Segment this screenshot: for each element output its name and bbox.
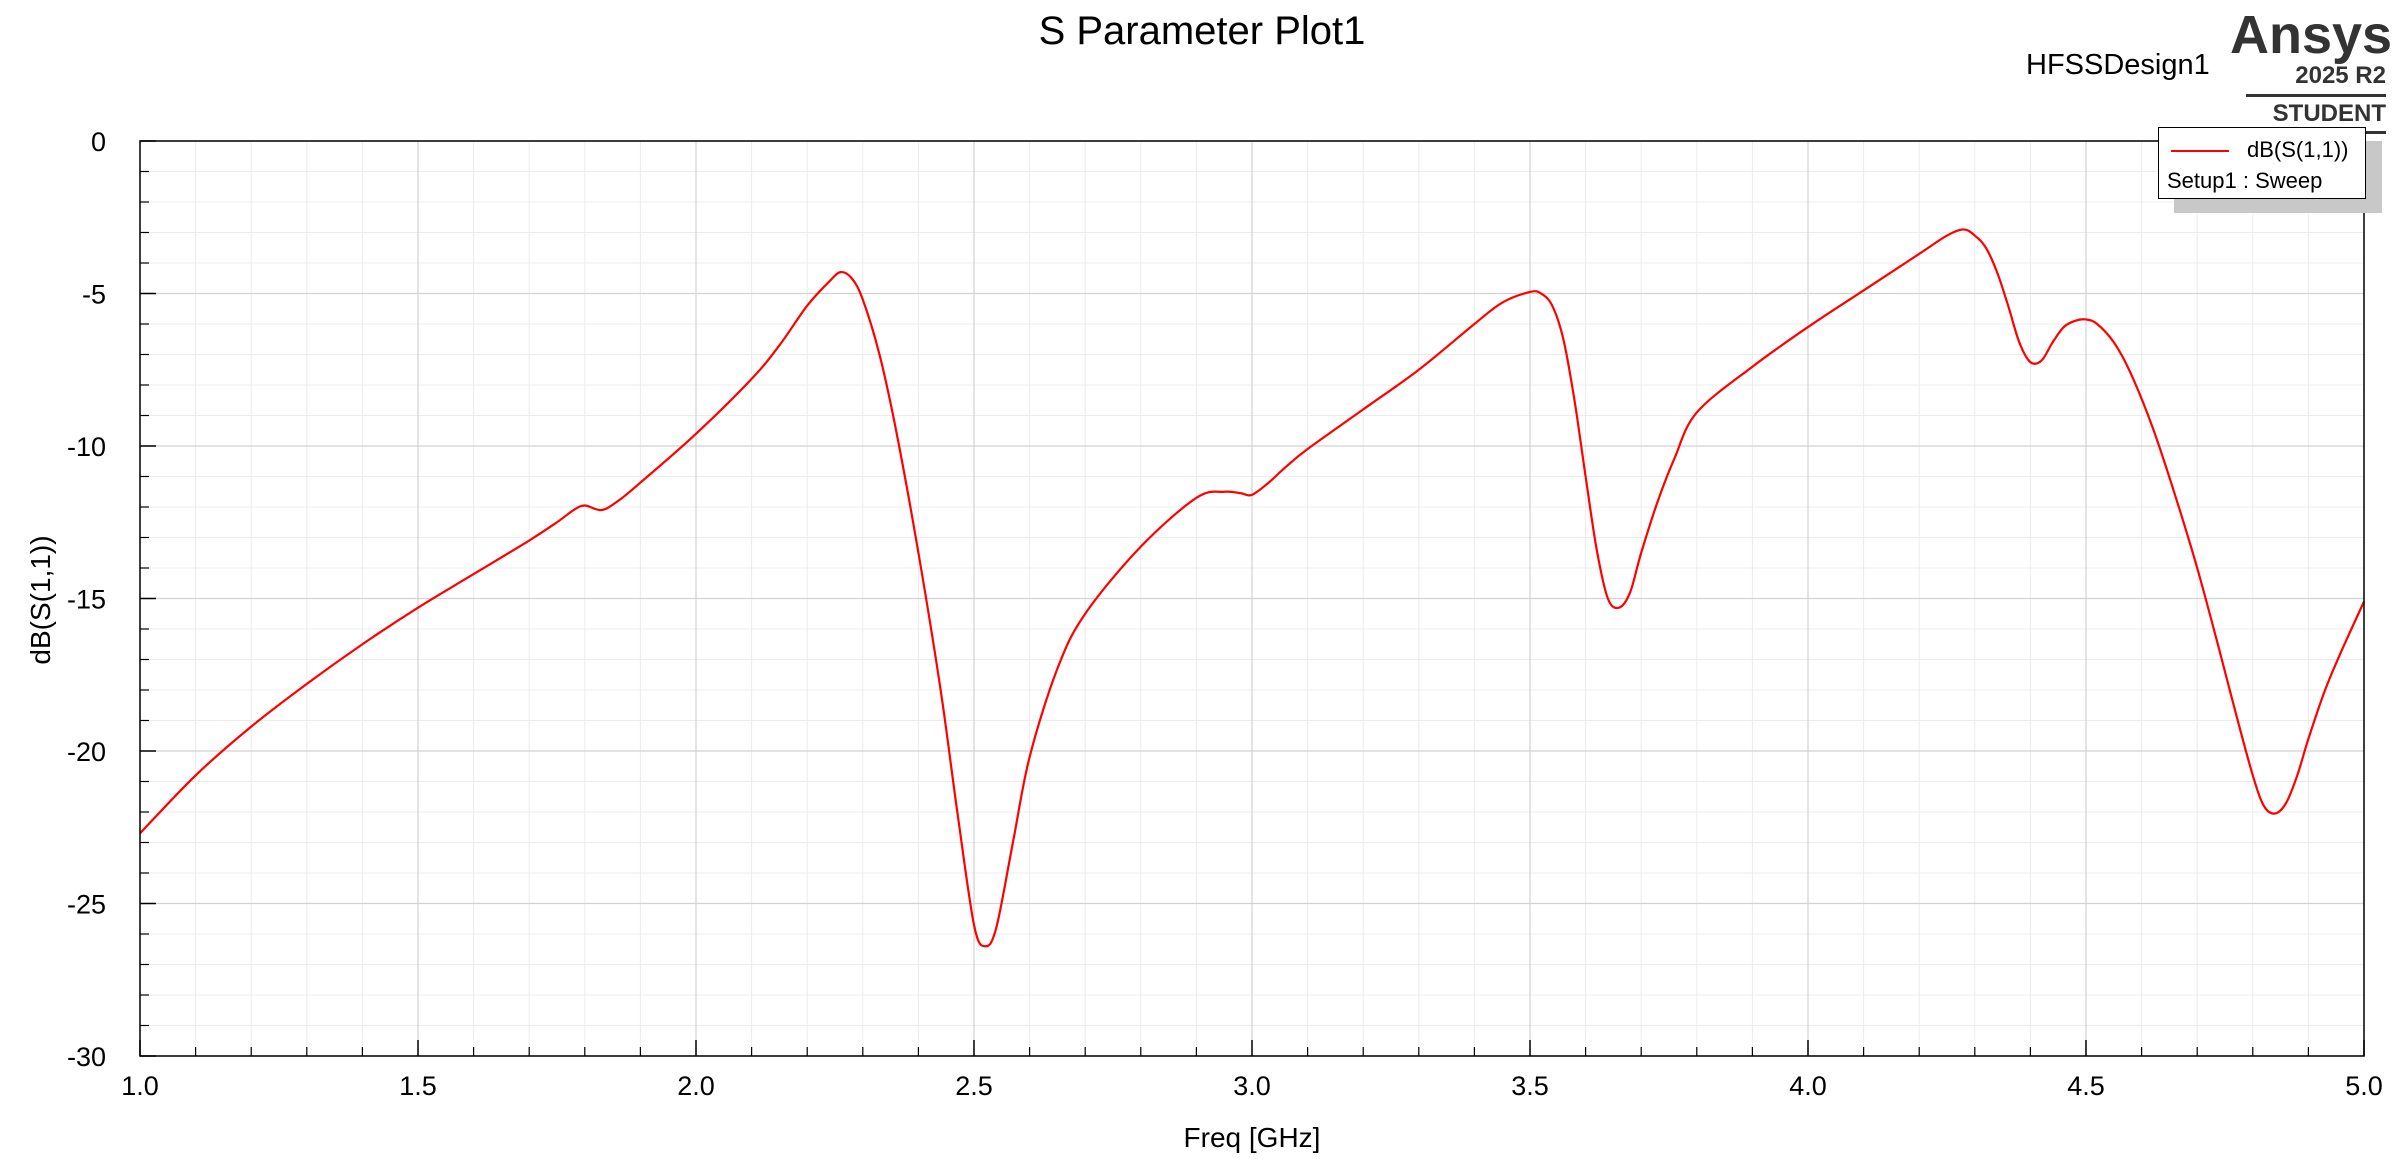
x-tick-label: 5.0 [2345, 1071, 2383, 1101]
plot-area-border [139, 140, 2365, 1057]
x-tick-label: 1.5 [399, 1071, 437, 1101]
x-tick-label: 2.5 [955, 1071, 993, 1101]
legend-series-label: dB(S(1,1)) [2247, 137, 2349, 162]
y-tick-label: -15 [67, 585, 106, 615]
x-tick-label: 3.0 [1233, 1071, 1271, 1101]
y-tick-label: -20 [67, 737, 106, 767]
y-tick-label: -25 [67, 890, 106, 920]
x-axis-ticks [139, 1040, 2365, 1056]
x-tick-label: 4.5 [2067, 1071, 2105, 1101]
x-axis-tick-labels: 1.0 1.5 2.0 2.5 3.0 3.5 4.0 4.5 5.0 [121, 1071, 2383, 1101]
brand-version: 2025 R2 [2246, 62, 2386, 97]
y-tick-label: -5 [82, 280, 106, 310]
series-layer [139, 228, 2366, 948]
legend-setup-label: Setup1 : Sweep [2167, 168, 2323, 193]
legend-line-swatch [2171, 150, 2229, 152]
ansys-brand-logo: Ansys 2025 R2 STUDENT [2230, 5, 2393, 134]
design-name: HFSSDesign1 [2026, 49, 2210, 81]
y-axis-label: dB(S(1,1)) [25, 535, 56, 664]
y-tick-label: -30 [67, 1042, 106, 1072]
y-tick-label: -10 [67, 432, 106, 462]
y-tick-label: 0 [91, 127, 106, 157]
brand-name: Ansys [2230, 5, 2393, 65]
chart-title: S Parameter Plot1 [1038, 9, 1366, 53]
x-tick-label: 4.0 [1789, 1071, 1827, 1101]
x-tick-label: 1.0 [121, 1071, 159, 1101]
x-tick-label: 2.0 [677, 1071, 715, 1101]
x-tick-label: 3.5 [1511, 1071, 1549, 1101]
series-line-dB-S11 [139, 228, 2366, 948]
legend[interactable]: dB(S(1,1)) Setup1 : Sweep [2158, 127, 2366, 199]
y-axis-tick-labels: 0 -5 -10 -15 -20 -25 -30 [67, 127, 106, 1072]
x-axis-label: Freq [GHz] [1184, 1122, 1321, 1153]
